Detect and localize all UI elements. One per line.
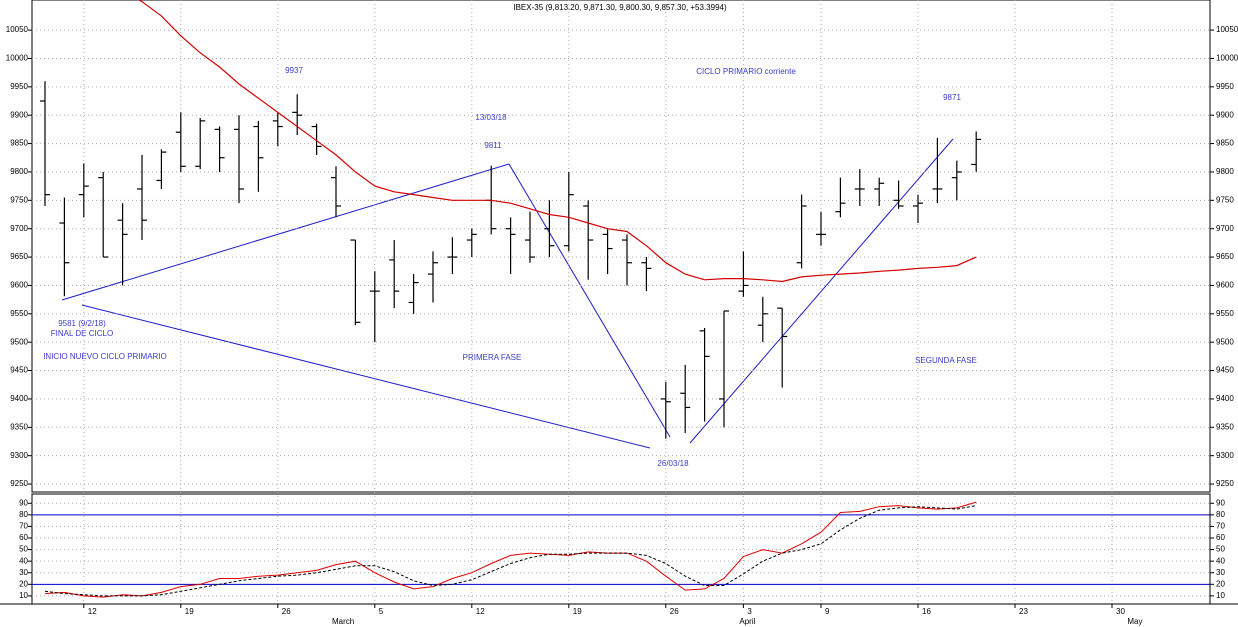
month-label: March <box>332 617 354 626</box>
y-tick-label: 9700 <box>1216 224 1234 233</box>
y-tick-label: 10050 <box>6 25 29 34</box>
annotation: CICLO PRIMARIO corriente <box>696 67 796 76</box>
x-tick-label: 19 <box>573 607 582 616</box>
indicator-panel <box>31 493 1211 605</box>
y-tick-label: 9400 <box>10 394 28 403</box>
y-tick-label: 9850 <box>1216 139 1234 148</box>
trend-line <box>508 163 671 438</box>
annotation: PRIMERA FASE <box>463 353 522 362</box>
y-tick-label: 9550 <box>10 309 28 318</box>
y-tick-label: 9350 <box>10 422 28 431</box>
y-tick-label: 9650 <box>1216 252 1234 261</box>
trend-line <box>61 163 510 301</box>
annotation: 9811 <box>484 141 502 150</box>
y-tick-label: 9800 <box>1216 167 1234 176</box>
trend-line <box>81 304 651 449</box>
indicator-line <box>44 501 977 598</box>
y-tick-label: 10000 <box>1216 54 1238 63</box>
chart-title: IBEX-35 (9,813.20, 9,871.30, 9,800.30, 9… <box>513 3 727 12</box>
annotation: 9937 <box>285 66 303 75</box>
trend-lines <box>61 138 954 449</box>
y-tick-label: 40 <box>1216 556 1225 565</box>
x-tick-label: 3 <box>747 607 752 616</box>
y-tick-label: 9300 <box>10 451 28 460</box>
indicator-line <box>44 505 977 597</box>
y-tick-label: 90 <box>1216 498 1225 507</box>
annotation: INICIO NUEVO CICLO PRIMARIO <box>43 352 167 361</box>
y-tick-label: 60 <box>19 533 28 542</box>
y-tick-label: 60 <box>1216 533 1225 542</box>
annotation: 9871 <box>943 93 961 102</box>
y-tick-label: 50 <box>1216 545 1225 554</box>
y-tick-label: 10 <box>1216 591 1225 600</box>
y-tick-label: 9900 <box>1216 110 1234 119</box>
y-tick-label: 9350 <box>1216 422 1234 431</box>
price-panel <box>31 0 1211 493</box>
y-tick-label: 80 <box>1216 510 1225 519</box>
x-tick-label: 23 <box>1019 607 1028 616</box>
y-tick-label: 9250 <box>10 479 28 488</box>
x-tick-label: 12 <box>476 607 485 616</box>
ohlc-bars <box>40 81 982 439</box>
y-tick-label: 80 <box>19 510 28 519</box>
y-tick-label: 70 <box>19 522 28 531</box>
y-tick-label: 9650 <box>10 252 28 261</box>
x-tick-label: 26 <box>670 607 679 616</box>
y-tick-label: 9600 <box>10 281 28 290</box>
y-tick-label: 10050 <box>1216 25 1238 34</box>
annotation: 9581 (9/2/18) <box>58 319 106 328</box>
month-label: May <box>1127 617 1142 626</box>
trend-line <box>689 138 954 444</box>
y-tick-label: 9800 <box>10 167 28 176</box>
y-tick-label: 30 <box>1216 568 1225 577</box>
month-label: April <box>739 617 755 626</box>
moving-average <box>137 0 977 283</box>
y-tick-label: 40 <box>19 556 28 565</box>
x-tick-label: 9 <box>825 607 830 616</box>
y-tick-label: 9250 <box>1216 479 1234 488</box>
y-tick-label: 9450 <box>10 366 28 375</box>
x-tick-label: 12 <box>88 607 97 616</box>
x-tick-label: 5 <box>379 607 384 616</box>
annotation: 13/03/18 <box>475 113 507 122</box>
y-tick-label: 10 <box>19 591 28 600</box>
y-tick-label: 70 <box>1216 522 1225 531</box>
y-tick-label: 90 <box>19 498 28 507</box>
y-tick-label: 9850 <box>10 139 28 148</box>
x-tick-label: 16 <box>922 607 931 616</box>
x-tick-label: 19 <box>185 607 194 616</box>
x-tick-label: 30 <box>1116 607 1125 616</box>
y-tick-label: 50 <box>19 545 28 554</box>
y-tick-label: 9750 <box>10 195 28 204</box>
y-tick-label: 9450 <box>1216 366 1234 375</box>
y-tick-label: 9750 <box>1216 195 1234 204</box>
y-tick-label: 9550 <box>1216 309 1234 318</box>
y-tick-label: 20 <box>1216 579 1225 588</box>
y-tick-label: 9950 <box>10 82 28 91</box>
y-tick-label: 9600 <box>1216 281 1234 290</box>
y-tick-label: 9700 <box>10 224 28 233</box>
annotation: 26/03/18 <box>657 459 689 468</box>
y-tick-label: 30 <box>19 568 28 577</box>
y-tick-label: 9500 <box>1216 337 1234 346</box>
y-tick-label: 9900 <box>10 110 28 119</box>
y-tick-label: 9400 <box>1216 394 1234 403</box>
annotation: SEGUNDA FASE <box>915 356 977 365</box>
x-tick-label: 26 <box>282 607 291 616</box>
y-tick-label: 9500 <box>10 337 28 346</box>
y-tick-label: 10000 <box>6 54 29 63</box>
y-tick-label: 20 <box>19 579 28 588</box>
y-tick-label: 9950 <box>1216 82 1234 91</box>
annotation: FINAL DE CICLO <box>51 329 113 338</box>
y-tick-label: 9300 <box>1216 451 1234 460</box>
